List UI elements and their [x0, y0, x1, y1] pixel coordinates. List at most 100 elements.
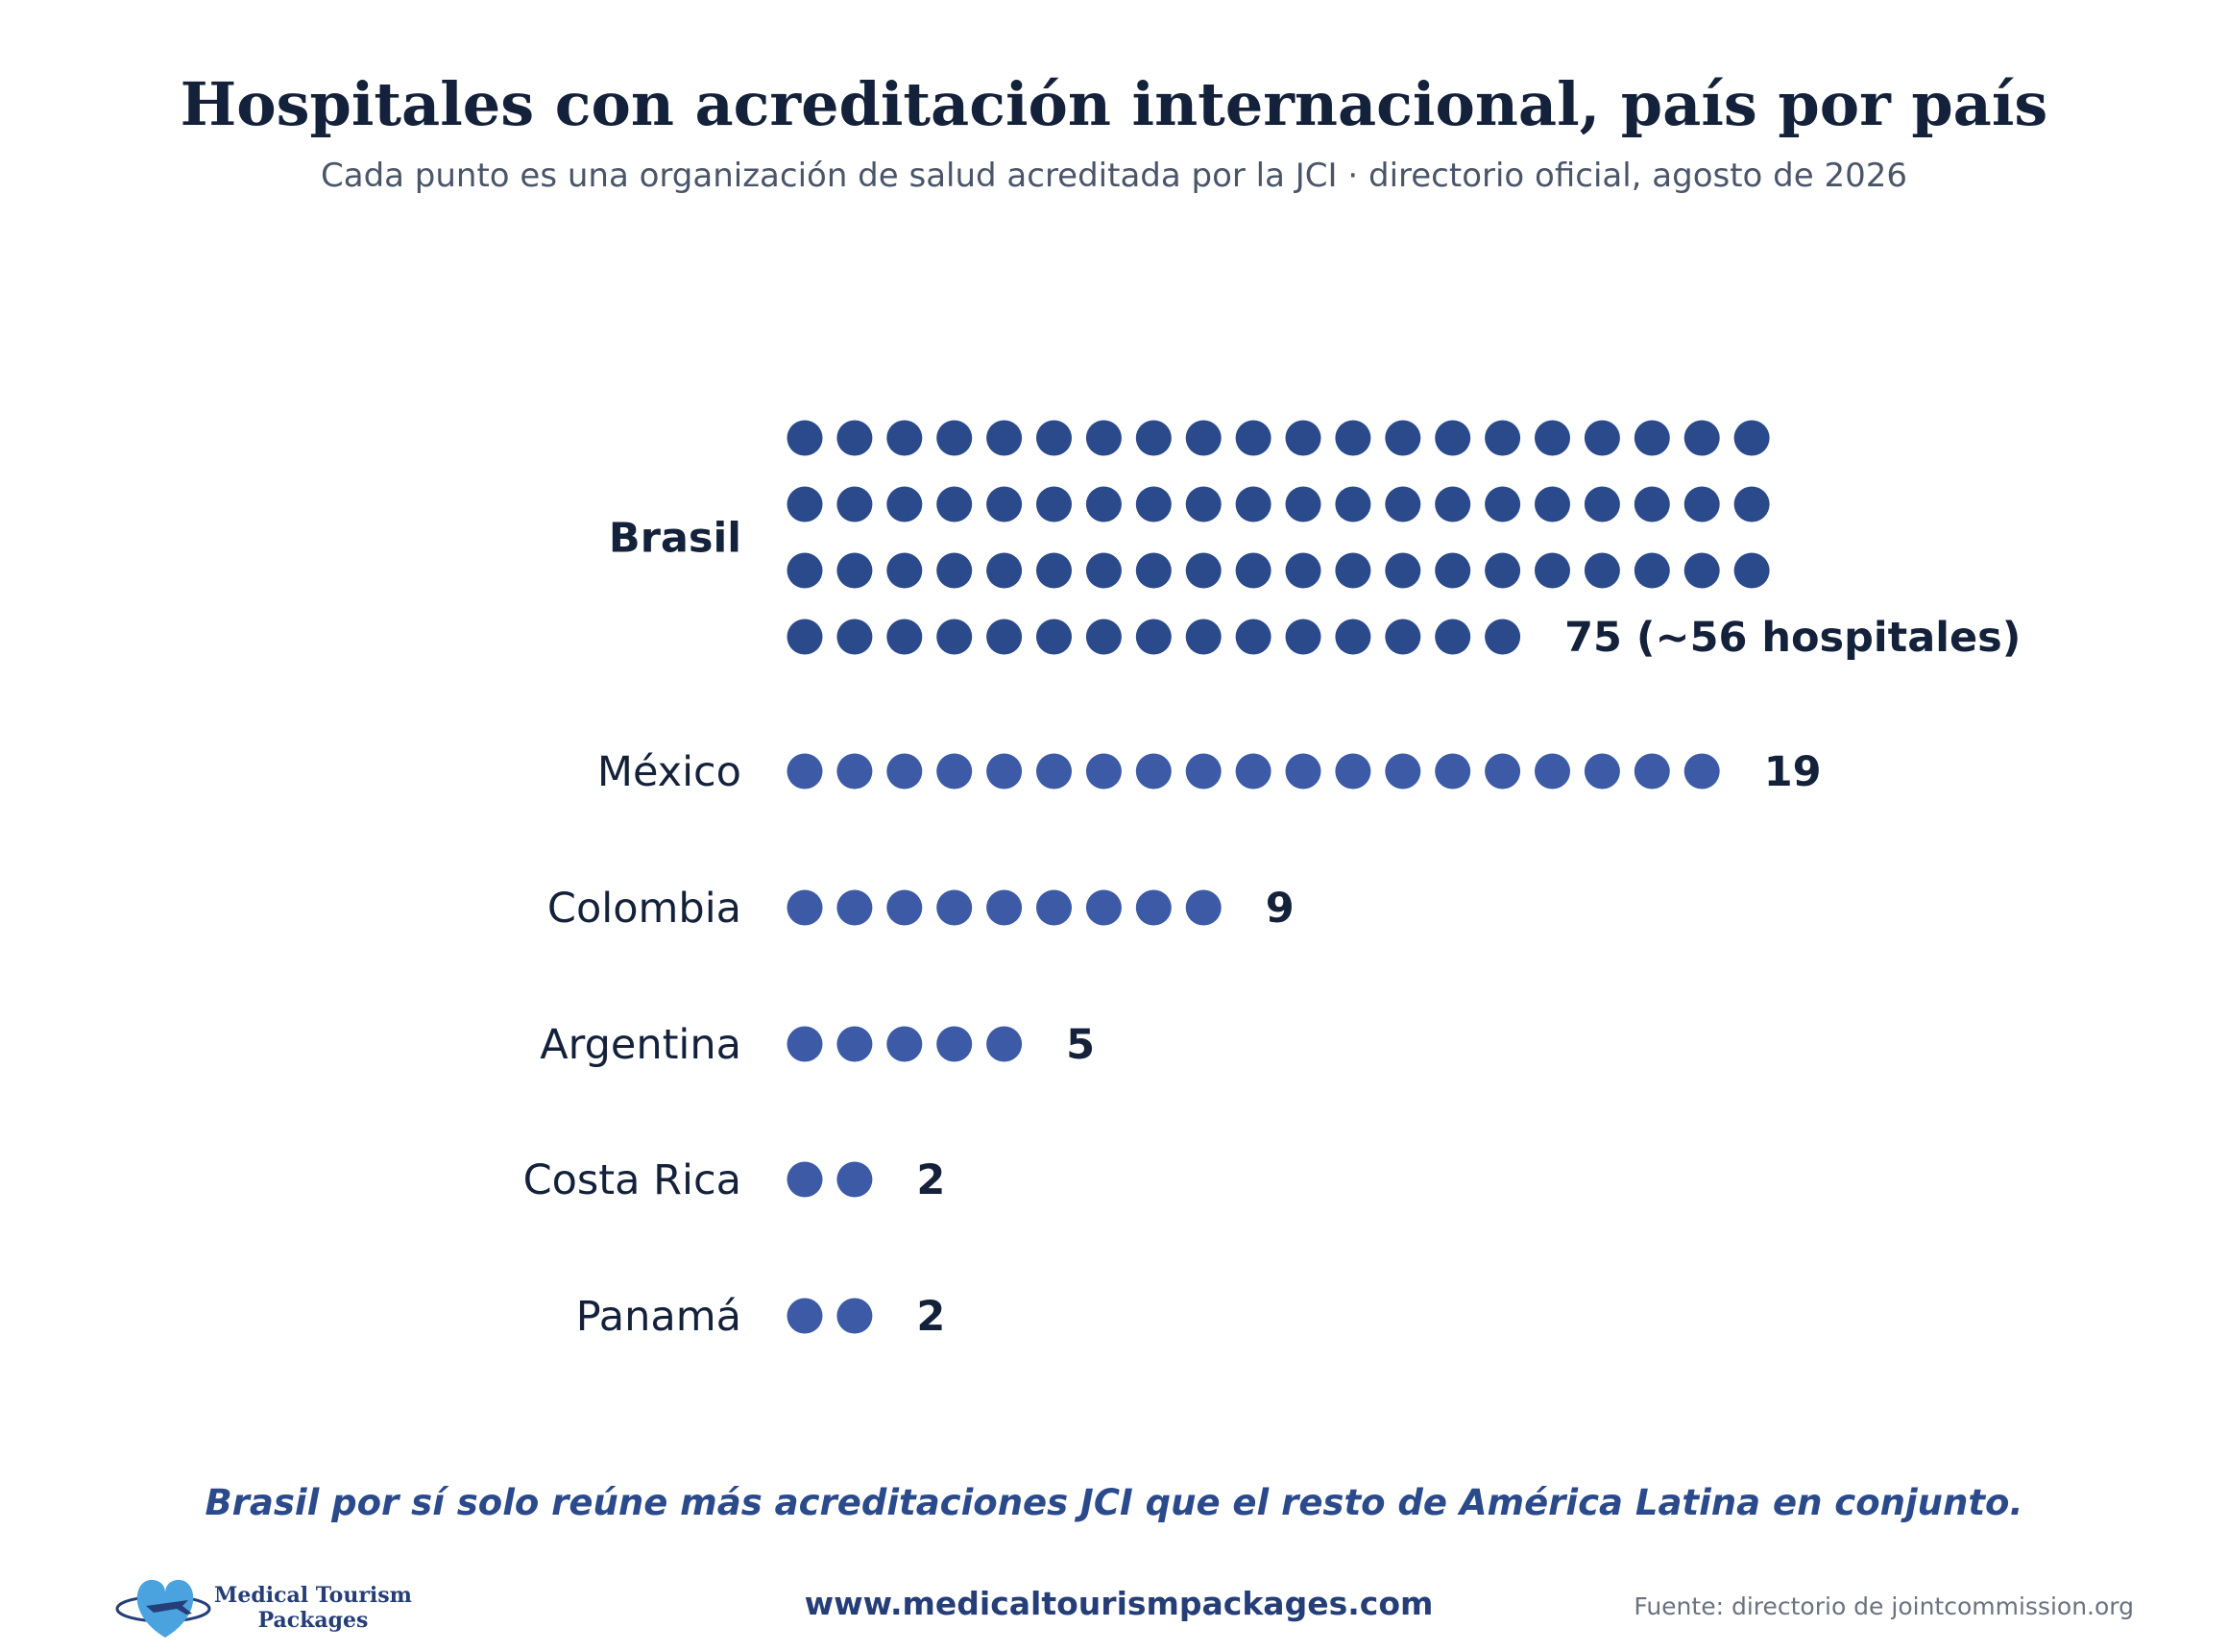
dot [886, 486, 923, 522]
dot [1036, 552, 1072, 589]
dot [1584, 420, 1620, 456]
dot [1385, 552, 1421, 589]
dot [1185, 420, 1222, 456]
value-label: 19 [1764, 748, 1822, 796]
dot [787, 1026, 823, 1062]
dot [787, 619, 823, 655]
dot [1085, 552, 1122, 589]
dot [836, 486, 873, 522]
dot [1185, 552, 1222, 589]
dot [1185, 619, 1222, 655]
dot [1235, 753, 1271, 790]
value-label: 75 (~56 hospitales) [1564, 614, 2021, 662]
dot [986, 1026, 1023, 1062]
dot [886, 420, 923, 456]
dot [1535, 486, 1570, 522]
dot [1135, 753, 1172, 790]
dot [1485, 552, 1521, 589]
dot [1036, 420, 1072, 456]
dot [886, 1026, 923, 1062]
dot [1285, 552, 1321, 589]
dot [936, 552, 973, 589]
dot [1535, 753, 1570, 790]
dot [1235, 486, 1271, 522]
dot [1085, 619, 1122, 655]
dot [1535, 552, 1570, 589]
country-label: Brasil [609, 515, 741, 563]
dot-matrix-area: Brasil 75 (~56 hospitales) México 19 Colombi… [523, 420, 2021, 1341]
dot [1185, 486, 1222, 522]
dot [936, 420, 973, 456]
value-label: 2 [916, 1293, 945, 1341]
dot [1335, 420, 1371, 456]
dot [787, 1298, 823, 1334]
logo-line-1: Medical Tourism [214, 1583, 412, 1608]
dot [986, 619, 1023, 655]
dot [1683, 486, 1720, 522]
dot [1085, 486, 1122, 522]
dot [1683, 420, 1720, 456]
dot [1085, 753, 1122, 790]
country-label: Costa Rica [523, 1156, 741, 1204]
dot [836, 1161, 873, 1198]
dot [1135, 619, 1172, 655]
dot [1036, 753, 1072, 790]
dot [1683, 552, 1720, 589]
country-group-panama: Panamá 2 [576, 1293, 946, 1341]
dot [836, 619, 873, 655]
dot [986, 552, 1023, 589]
country-label: Panamá [576, 1293, 741, 1341]
dot [787, 552, 823, 589]
dot [836, 552, 873, 589]
dot [1335, 753, 1371, 790]
dot [1135, 486, 1172, 522]
country-group-colombia: Colombia 9 [547, 885, 1295, 933]
website-link[interactable]: www.medicaltourismpackages.com [805, 1585, 1434, 1622]
country-label: México [597, 748, 741, 796]
dot [1435, 619, 1471, 655]
dot [1584, 552, 1620, 589]
dot [1385, 486, 1421, 522]
dot [936, 1026, 973, 1062]
dot [1584, 753, 1620, 790]
dot [1535, 420, 1570, 456]
dot [836, 1026, 873, 1062]
dot [1385, 420, 1421, 456]
dot [886, 889, 923, 926]
dot [1185, 889, 1222, 926]
dot [1036, 486, 1072, 522]
value-label: 9 [1266, 885, 1295, 933]
dot [787, 486, 823, 522]
brand-logo: Medical Tourism Packages [115, 1579, 412, 1638]
dot [1733, 486, 1770, 522]
dot [1435, 552, 1471, 589]
dot [1036, 619, 1072, 655]
dot [1485, 753, 1521, 790]
dot [836, 889, 873, 926]
dot [1335, 552, 1371, 589]
dot [1285, 619, 1321, 655]
dot [836, 1298, 873, 1334]
airplane-icon [146, 1600, 192, 1615]
dot [1285, 486, 1321, 522]
dot [1335, 619, 1371, 655]
dot [936, 619, 973, 655]
dot [986, 753, 1023, 790]
dot [787, 753, 823, 790]
dot [1085, 889, 1122, 926]
dot [1235, 420, 1271, 456]
dot [1285, 753, 1321, 790]
dot [986, 486, 1023, 522]
dot [1036, 889, 1072, 926]
country-group-brasil: Brasil 75 (~56 hospitales) [609, 420, 2021, 662]
dot [787, 1161, 823, 1198]
dot [1135, 420, 1172, 456]
dot [1634, 552, 1670, 589]
dot [1485, 420, 1521, 456]
country-group-mexico: México 19 [597, 748, 1822, 796]
dot [1435, 420, 1471, 456]
dot [886, 552, 923, 589]
source-note: Fuente: directorio de jointcommission.or… [1634, 1592, 2134, 1620]
dot [1733, 552, 1770, 589]
